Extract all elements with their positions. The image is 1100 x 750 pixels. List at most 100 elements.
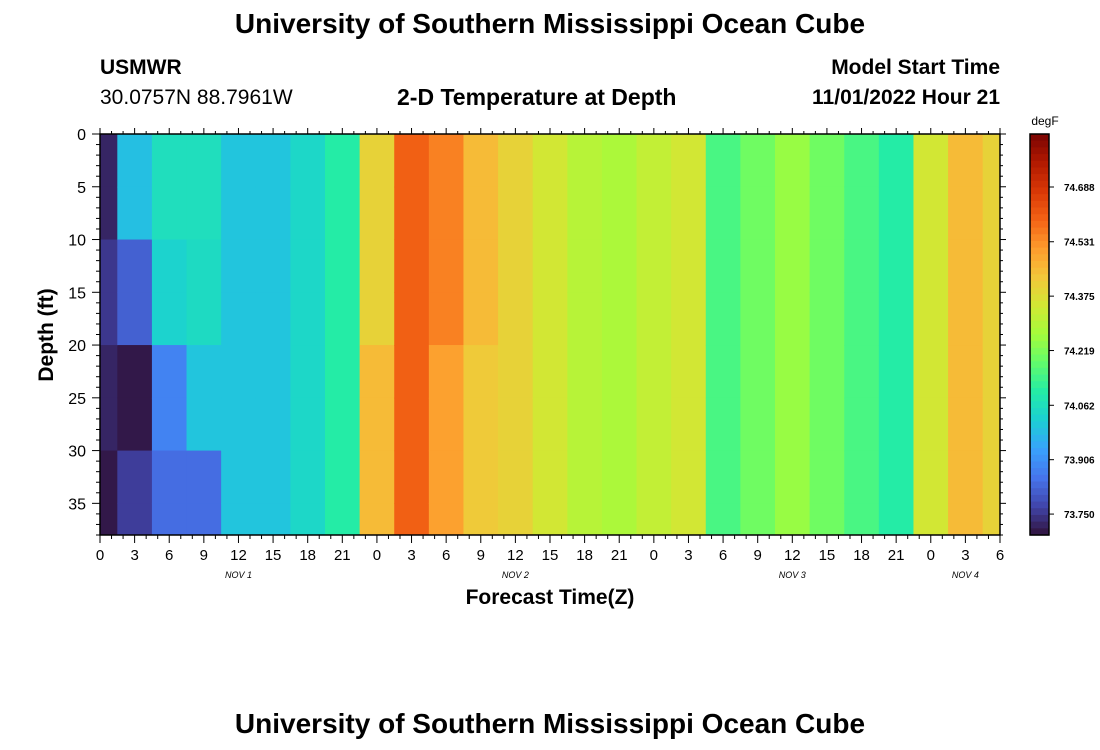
heatmap-cell: [463, 345, 499, 399]
heatmap-cell: [740, 134, 776, 188]
colorbar-swatch: [1030, 207, 1049, 215]
heatmap-cell: [186, 186, 222, 241]
heatmap-cell: [705, 186, 741, 241]
heatmap-cell: [948, 239, 984, 293]
heatmap-cell: [290, 345, 326, 399]
heatmap-cell: [913, 450, 949, 504]
colorbar-swatch: [1030, 220, 1049, 229]
colorbar-swatch: [1030, 488, 1049, 496]
heatmap-cell: [601, 450, 638, 504]
heatmap-cell: [671, 239, 707, 293]
colorbar-swatch: [1030, 214, 1049, 222]
heatmap-cell: [913, 186, 949, 241]
heatmap-cell: [809, 186, 845, 241]
x-tick-label: 3: [684, 547, 692, 564]
heatmap-cell: [325, 345, 361, 399]
heatmap-cell: [498, 397, 534, 452]
colorbar-swatch: [1030, 434, 1049, 443]
colorbar-swatch: [1030, 234, 1049, 242]
heatmap-cell: [100, 450, 118, 504]
heatmap-cell: [740, 292, 776, 346]
heatmap-cell: [567, 239, 603, 293]
heatmap-cell: [567, 503, 603, 535]
heatmap-cell: [117, 134, 153, 188]
heatmap-cell: [913, 345, 949, 399]
heatmap-cell: [567, 292, 603, 346]
heatmap-cell: [255, 503, 291, 535]
model-start-label: Model Start Time: [831, 56, 1000, 79]
colorbar-swatch: [1030, 200, 1049, 209]
heatmap-cell: [100, 503, 118, 535]
heatmap-cell: [948, 503, 984, 535]
heatmap-cell: [671, 292, 707, 346]
x-tick-label: 0: [927, 547, 935, 564]
heatmap-cell: [671, 186, 707, 241]
heatmap-cell: [186, 397, 222, 452]
heatmap-cell: [740, 239, 776, 293]
colorbar-swatch: [1030, 180, 1049, 189]
colorbar-tick-label: 73.906: [1064, 456, 1095, 467]
heatmap-cell: [809, 292, 845, 346]
heatmap-cell: [463, 134, 499, 188]
heatmap-cell: [809, 134, 845, 188]
heatmap-cell: [498, 450, 534, 504]
x-tick-label: 15: [819, 547, 836, 564]
heatmap-cell: [100, 345, 118, 399]
heatmap-cell: [740, 186, 776, 241]
colorbar-swatch: [1030, 260, 1049, 269]
colorbar-swatch: [1030, 448, 1049, 456]
heatmap-cell: [982, 134, 1000, 188]
colorbar-swatch: [1030, 167, 1049, 175]
heatmap-cell: [913, 239, 949, 293]
x-tick-label: 0: [96, 547, 104, 564]
colorbar-swatch: [1030, 134, 1049, 142]
heatmap-cell: [601, 345, 638, 399]
colorbar-swatch: [1030, 294, 1049, 302]
heatmap-cell: [255, 345, 291, 399]
heatmap-cell: [151, 450, 188, 504]
heatmap-cell: [671, 134, 707, 188]
heatmap-cell: [428, 345, 465, 399]
heatmap-cell: [221, 292, 257, 346]
heatmap-cell: [948, 292, 984, 346]
heatmap-cell: [325, 397, 361, 452]
heatmap-cell: [221, 134, 257, 188]
heatmap-cell: [100, 239, 118, 293]
heatmap-cell: [498, 503, 534, 535]
heatmap-cell: [982, 503, 1000, 535]
x-day-label: NOV 4: [952, 570, 979, 580]
colorbar-swatch: [1030, 428, 1049, 436]
heatmap-cell: [636, 503, 672, 535]
heatmap-cell: [740, 450, 776, 504]
colorbar-swatch: [1030, 281, 1049, 289]
colorbar-swatch: [1030, 287, 1049, 295]
heatmap-cell: [809, 450, 845, 504]
x-tick-label: 3: [130, 547, 138, 564]
colorbar-swatch: [1030, 361, 1049, 369]
heatmap-cell: [532, 450, 568, 504]
heatmap-cell: [775, 239, 811, 293]
heatmap-cell: [601, 503, 638, 535]
heatmap-cell: [740, 345, 776, 399]
heatmap-cell: [775, 134, 811, 188]
heatmap-cell: [394, 503, 430, 535]
heatmap-cell: [186, 503, 222, 535]
heatmap-cell: [671, 345, 707, 399]
heatmap-cell: [221, 345, 257, 399]
heatmap-cell: [498, 292, 534, 346]
heatmap-cell: [982, 292, 1000, 346]
heatmap-cell: [394, 397, 430, 452]
colorbar-tick-label: 73.750: [1064, 510, 1095, 521]
heatmap-cell: [117, 397, 153, 452]
colorbar-swatch: [1030, 367, 1049, 376]
x-tick-label: 3: [961, 547, 969, 564]
heatmap-cell: [463, 186, 499, 241]
x-tick-label: 21: [334, 547, 351, 564]
x-tick-label: 18: [853, 547, 870, 564]
station-coordinates: 30.0757N 88.7961W: [100, 86, 293, 109]
heatmap-cell: [705, 292, 741, 346]
colorbar-swatch: [1030, 327, 1049, 336]
heatmap-cell: [186, 450, 222, 504]
colorbar-swatch: [1030, 194, 1049, 202]
